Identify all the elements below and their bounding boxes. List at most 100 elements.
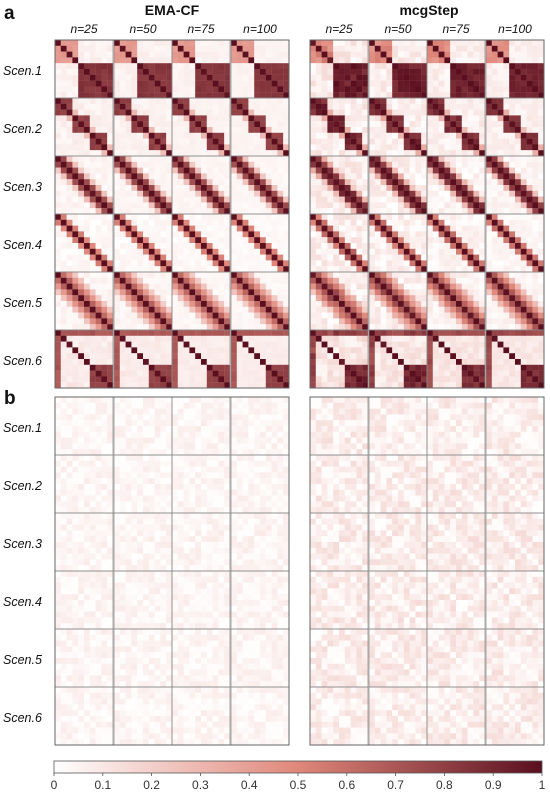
heatmap-cell bbox=[212, 426, 219, 432]
heatmap-cell bbox=[201, 449, 207, 456]
heatmap-cell bbox=[265, 121, 272, 128]
heatmap-cell bbox=[242, 202, 249, 209]
heatmap-cell bbox=[189, 277, 196, 284]
heatmap-cell bbox=[137, 698, 144, 705]
heatmap-cell bbox=[277, 507, 284, 514]
heatmap-cell bbox=[148, 617, 155, 624]
heatmap-cell bbox=[95, 196, 102, 203]
heatmap-cell bbox=[60, 710, 67, 717]
heatmap-a-ema-cf-scen4-n0 bbox=[55, 214, 114, 273]
heatmap-cell bbox=[195, 629, 202, 635]
heatmap-cell bbox=[84, 150, 90, 157]
heatmap-cell bbox=[201, 617, 207, 624]
heatmap-cell bbox=[224, 40, 231, 46]
heatmap-cell bbox=[236, 716, 243, 722]
heatmap-cell bbox=[72, 370, 79, 377]
heatmap-cell bbox=[218, 370, 225, 377]
heatmap-cell bbox=[60, 640, 67, 647]
heatmap-cell bbox=[78, 376, 85, 383]
heatmap-cell bbox=[310, 86, 316, 93]
heatmap-cell bbox=[206, 69, 213, 75]
heatmap-cell bbox=[66, 324, 73, 331]
heatmap-cell bbox=[143, 495, 149, 502]
heatmap-cell bbox=[271, 214, 278, 220]
heatmap-cell bbox=[224, 629, 231, 635]
heatmap-cell bbox=[277, 196, 284, 203]
heatmap-cell bbox=[101, 513, 108, 519]
heatmap-cell bbox=[66, 190, 73, 197]
heatmap-cell bbox=[183, 167, 190, 174]
heatmap-cell bbox=[95, 289, 102, 296]
heatmap-cell bbox=[84, 687, 90, 693]
heatmap-cell bbox=[101, 571, 108, 577]
heatmap-cell bbox=[125, 414, 132, 421]
heatmap-cell bbox=[177, 40, 184, 46]
heatmap-cell bbox=[66, 214, 73, 220]
heatmap-cell bbox=[350, 40, 357, 46]
heatmap-cell bbox=[206, 121, 213, 128]
heatmap-cell bbox=[236, 335, 243, 342]
heatmap-cell bbox=[212, 733, 219, 740]
heatmap-cell bbox=[189, 312, 196, 319]
heatmap-cell bbox=[172, 594, 178, 601]
heatmap-cell bbox=[166, 277, 173, 284]
heatmap-cell bbox=[201, 559, 207, 566]
heatmap-cell bbox=[89, 739, 96, 746]
heatmap-cell bbox=[55, 733, 61, 740]
heatmap-cell bbox=[350, 69, 357, 75]
heatmap-cell bbox=[95, 219, 102, 226]
heatmap-cell bbox=[271, 536, 278, 543]
heatmap-cell bbox=[160, 617, 167, 624]
heatmap-cell bbox=[212, 237, 219, 244]
heatmap-cell bbox=[166, 402, 173, 409]
heatmap-cell bbox=[125, 359, 132, 365]
heatmap-cell bbox=[277, 359, 284, 365]
heatmap-cell bbox=[236, 582, 243, 589]
heatmap-cell bbox=[254, 617, 261, 624]
heatmap-cell bbox=[206, 640, 213, 647]
heatmap-cell bbox=[212, 431, 219, 438]
heatmap-cell bbox=[131, 237, 138, 244]
heatmap-cell bbox=[166, 167, 173, 174]
heatmap-cell bbox=[201, 524, 207, 531]
heatmap-cell bbox=[119, 397, 126, 403]
heatmap-cell bbox=[265, 98, 272, 104]
heatmap-cell bbox=[283, 565, 290, 572]
heatmap-cell bbox=[260, 364, 266, 371]
heatmap-cell bbox=[60, 69, 67, 75]
heatmap-cell bbox=[114, 466, 120, 473]
heatmap-cell bbox=[236, 507, 243, 514]
heatmap-cell bbox=[119, 681, 126, 688]
heatmap-cell bbox=[195, 277, 202, 284]
heatmap-cell bbox=[183, 144, 190, 151]
heatmap-cell bbox=[201, 727, 207, 734]
heatmap-cell bbox=[101, 466, 108, 473]
heatmap-cell bbox=[224, 704, 231, 711]
heatmap-cell bbox=[84, 576, 90, 583]
heatmap-cell bbox=[183, 663, 190, 670]
heatmap-cell bbox=[283, 202, 290, 209]
heatmap-cell bbox=[254, 45, 261, 52]
heatmap-cell bbox=[260, 295, 266, 302]
heatmap-cell bbox=[212, 330, 219, 336]
heatmap-cell bbox=[265, 565, 272, 572]
heatmap-cell bbox=[195, 202, 202, 209]
heatmap-cell bbox=[224, 179, 231, 186]
heatmap-cell bbox=[206, 675, 213, 682]
heatmap-cell bbox=[148, 254, 155, 261]
heatmap-cell bbox=[242, 115, 249, 122]
heatmap-cell bbox=[143, 231, 149, 238]
heatmap-cell bbox=[356, 402, 363, 409]
heatmap-cell bbox=[271, 663, 278, 670]
heatmap-cell bbox=[201, 219, 207, 226]
heatmap-cell bbox=[119, 190, 126, 197]
heatmap-cell bbox=[236, 576, 243, 583]
heatmap-cell bbox=[148, 402, 155, 409]
heatmap-cell bbox=[84, 443, 90, 450]
heatmap-cell bbox=[236, 208, 243, 215]
heatmap-cell bbox=[177, 202, 184, 209]
heatmap-cell bbox=[148, 449, 155, 456]
heatmap-cell bbox=[60, 478, 67, 485]
heatmap-cell bbox=[201, 582, 207, 589]
heatmap-cell bbox=[195, 190, 202, 197]
